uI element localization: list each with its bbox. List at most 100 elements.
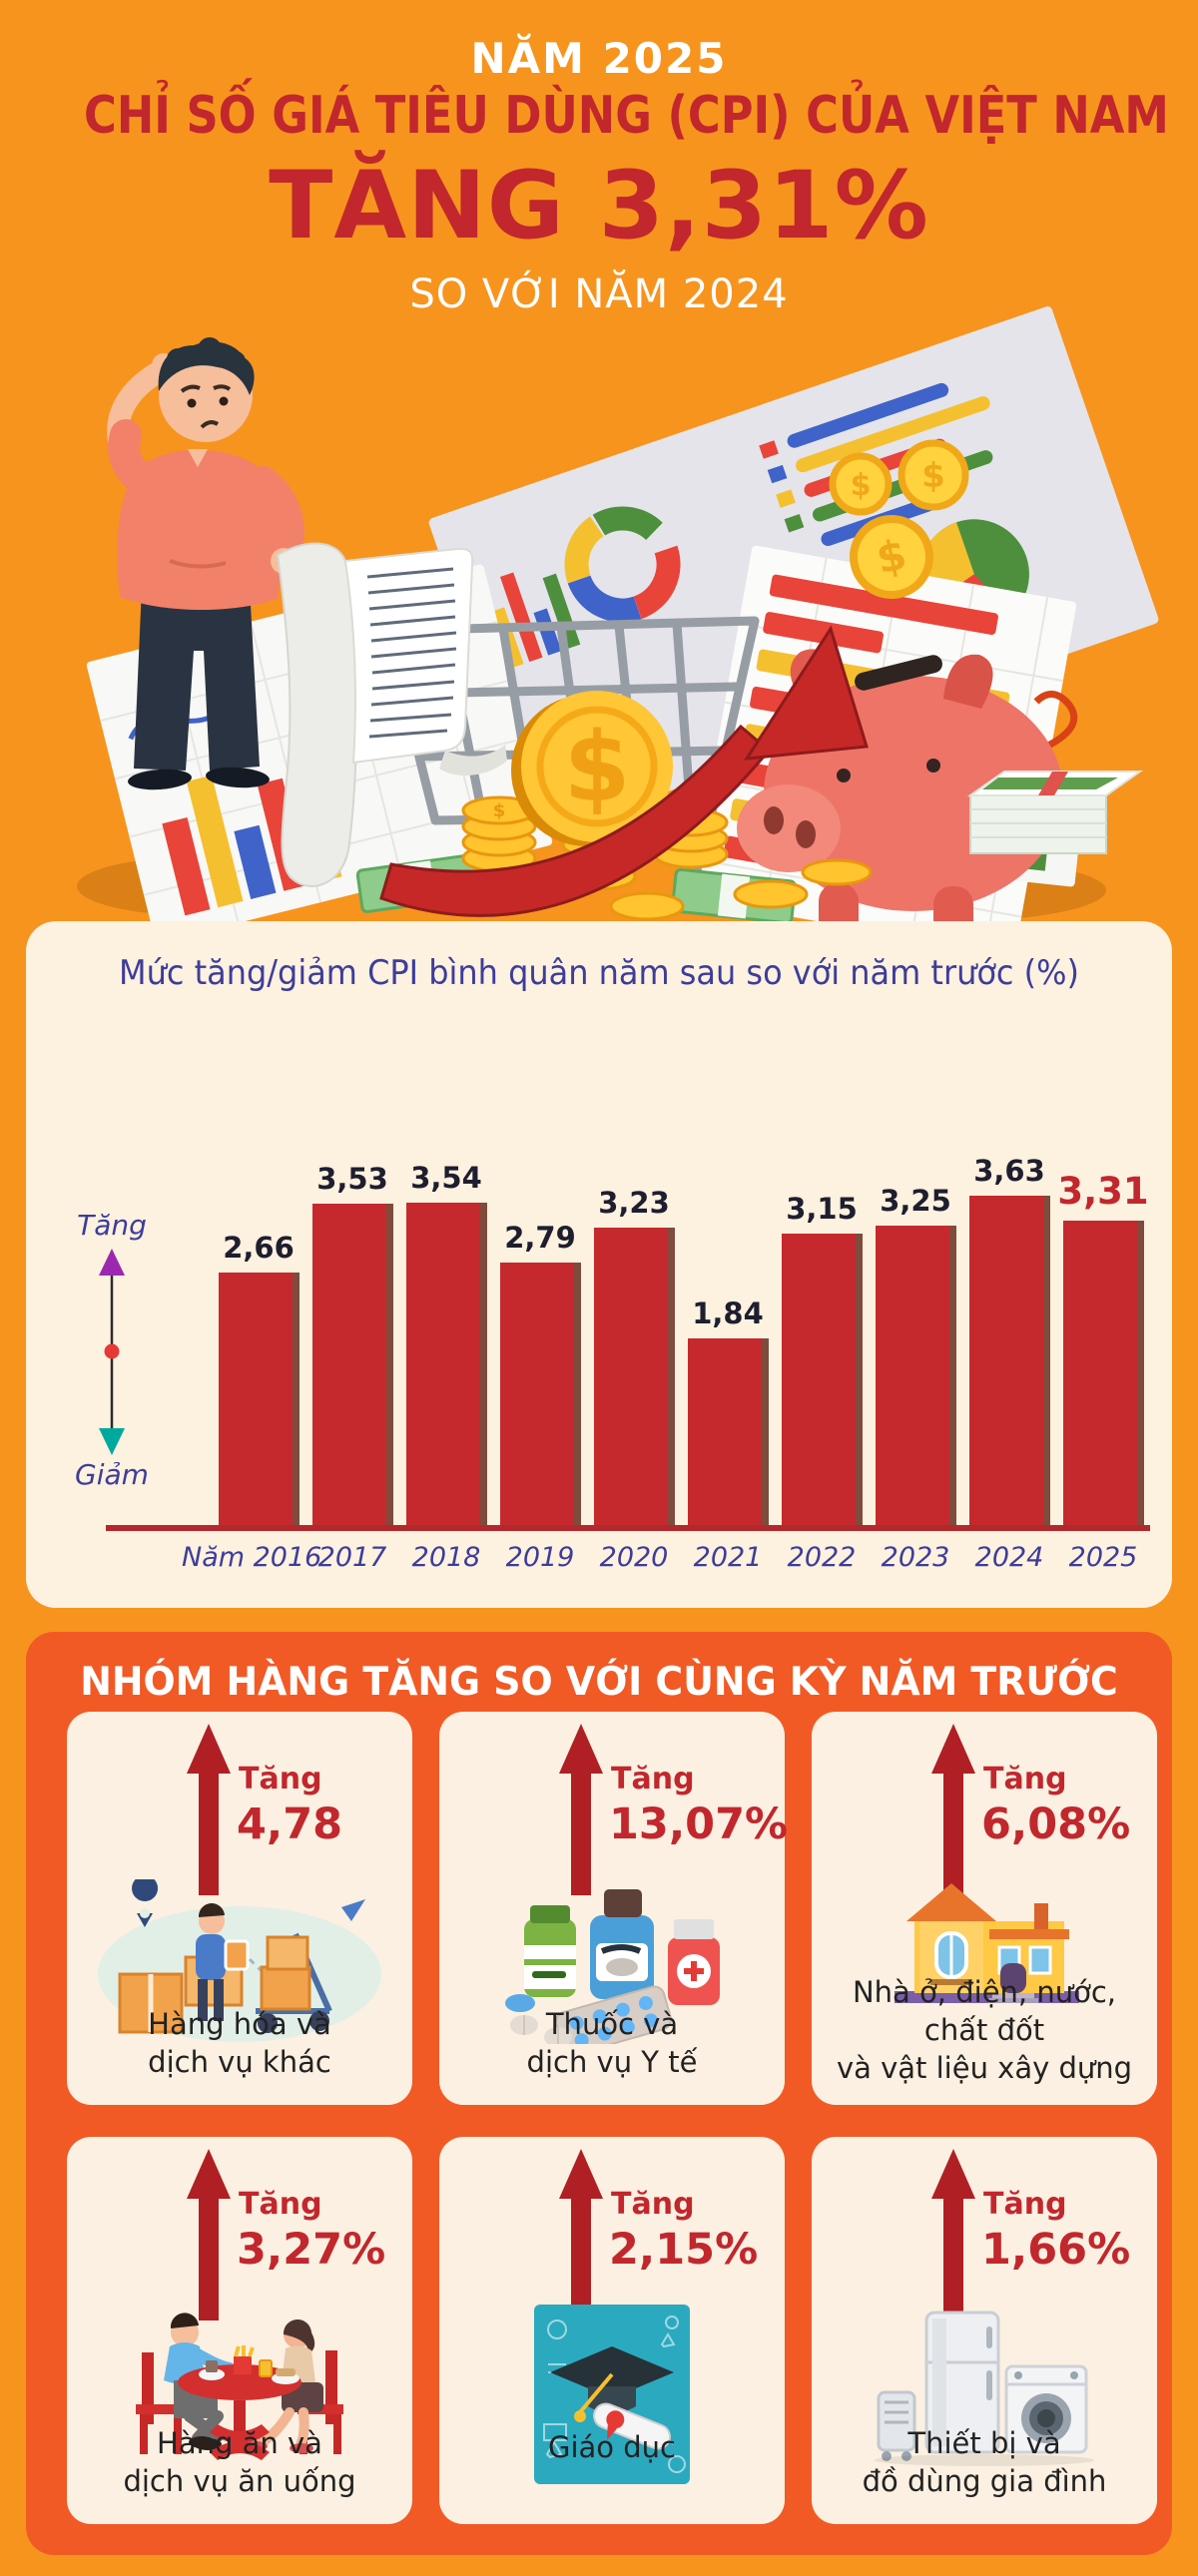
bar-value-label: 2,66: [223, 1231, 295, 1265]
chart-title: Mức tăng/giảm CPI bình quân năm sau so v…: [119, 953, 1079, 993]
x-axis-label: 2025: [1068, 1542, 1138, 1573]
bar-2025: 3,31: [1056, 1170, 1150, 1525]
x-axis-label: 2023: [881, 1542, 950, 1573]
x-axis-labels: Năm 2016 2017 2018 2019 2020 2021 2022 2023 2024…: [182, 1542, 1150, 1573]
up-arrow-icon: [187, 2149, 231, 2320]
bar-2019: 2,79: [493, 1221, 587, 1525]
increase-word: Tăng: [611, 2187, 695, 2222]
card-caption: Giáo dục: [548, 2430, 676, 2464]
cpi-chart-panel: Mức tăng/giảm CPI bình quân năm sau so v…: [26, 921, 1172, 1608]
bar: [405, 1203, 487, 1525]
bar-2021: 1,84: [681, 1296, 775, 1525]
up-arrow-icon: [931, 2149, 975, 2320]
headline-value: TĂNG 3,31%: [269, 152, 929, 260]
bar: [499, 1263, 581, 1525]
card-caption: Thuốc và dịch vụ Y tế: [526, 2007, 698, 2079]
card-education: Tăng 2,15% Giáo: [439, 2137, 785, 2524]
increase-value: 4,78: [237, 1800, 343, 1849]
section-title: NHÓM HÀNG TĂNG SO VỚI CÙNG KỲ NĂM TRƯỚC: [80, 1660, 1118, 1705]
x-axis-label: 2019: [505, 1542, 575, 1573]
x-axis-label: 2024: [974, 1542, 1044, 1573]
rising-arrow-icon: [379, 625, 869, 917]
bar-chart: 2,66 3,53 3,54 2,79 3,23 1,84 3,15 3,25 3,63 3,31: [212, 921, 1150, 1525]
bar-2018: 3,54: [399, 1161, 493, 1525]
svg-text:$: $: [493, 800, 506, 821]
x-axis-label: 2017: [317, 1542, 387, 1573]
header-year: NĂM 2025: [470, 34, 728, 83]
bar-value-label: 3,53: [316, 1162, 388, 1196]
x-axis-label: 2021: [693, 1542, 763, 1573]
card-housing: Tăng 6,08% Nhà ở, điện, nước, chất đốt v…: [812, 1712, 1157, 2105]
increase-value: 6,08%: [981, 1800, 1131, 1849]
x-axis-label: 2018: [411, 1542, 481, 1573]
bar: [687, 1338, 769, 1525]
card-caption: Thiết bị và đồ dùng gia đình: [862, 2426, 1107, 2498]
bar: [1062, 1221, 1144, 1525]
increase-word: Tăng: [611, 1762, 695, 1797]
card-appliances: Tăng 1,66% Thiết bị và đồ dùng gia đình: [812, 2137, 1157, 2524]
bar-value-label: 2,79: [504, 1221, 576, 1255]
card-caption: Hàng ăn và dịch vụ ăn uống: [123, 2426, 356, 2498]
medicine-icon: [505, 1889, 720, 2044]
increase-value: 2,15%: [609, 2225, 759, 2275]
money-stack-icon: [966, 771, 1144, 854]
bar-Năm-2016: 2,66: [212, 1231, 305, 1525]
legend-increase-label: Tăng: [77, 1209, 147, 1242]
bar-value-label: 3,63: [973, 1154, 1045, 1188]
bar-2017: 3,53: [305, 1162, 399, 1525]
increase-word: Tăng: [983, 2187, 1067, 2222]
x-axis-label: Năm 2016: [182, 1542, 322, 1573]
card-goods-services: Tăng 4,78 Hàng hóa và: [67, 1712, 412, 2105]
bar: [593, 1228, 675, 1525]
bar-value-label: 3,31: [1057, 1170, 1149, 1213]
bar-value-label: 1,84: [692, 1296, 764, 1330]
goods-delivery-icon: [98, 1879, 381, 2042]
bar-value-label: 3,15: [786, 1192, 858, 1226]
appliances-icon: [875, 2311, 1094, 2466]
card-caption: Hàng hóa và dịch vụ khác: [148, 2007, 331, 2079]
increase-value: 13,07%: [609, 1800, 789, 1849]
bar: [311, 1204, 393, 1525]
svg-text:$: $: [921, 456, 945, 496]
hero-illustration: $ $ $: [77, 306, 1159, 921]
x-axis-label: 2020: [599, 1542, 669, 1573]
bar-value-label: 3,25: [880, 1184, 951, 1218]
up-arrow-icon: [559, 2149, 603, 2320]
svg-text:$: $: [851, 468, 872, 503]
card-caption: Nhà ở, điện, nước, chất đốt và vật liệu …: [836, 1975, 1133, 2085]
bar: [218, 1273, 300, 1525]
bar-value-label: 3,54: [410, 1161, 482, 1195]
legend-decrease-label: Giảm: [75, 1458, 149, 1491]
bar: [968, 1196, 1050, 1525]
bar: [875, 1226, 956, 1525]
up-arrow-icon: [931, 1724, 975, 1895]
increase-value: 1,66%: [981, 2225, 1131, 2275]
increase-word: Tăng: [983, 1762, 1067, 1797]
bar-2024: 3,63: [962, 1154, 1056, 1525]
up-arrow-icon: [559, 1724, 603, 1895]
increase-word: Tăng: [239, 2187, 322, 2222]
receipt-icon: [276, 542, 507, 887]
bar-2022: 3,15: [775, 1192, 869, 1525]
increase-value: 3,27%: [237, 2225, 386, 2275]
dining-icon: [136, 2313, 343, 2460]
education-icon: [534, 2305, 690, 2484]
falling-coins-icon: $ $ $: [829, 439, 969, 599]
bar-2020: 3,23: [587, 1186, 681, 1525]
worried-man-icon: [107, 337, 507, 887]
x-axis-label: 2022: [787, 1542, 857, 1573]
bar: [781, 1234, 863, 1525]
up-arrow-icon: [187, 1724, 231, 1895]
header-subtitle: SO VỚI NĂM 2024: [409, 271, 789, 317]
chart-baseline: [106, 1525, 1150, 1531]
house-icon: [895, 1883, 1079, 2003]
increase-groups-panel: NHÓM HÀNG TĂNG SO VỚI CÙNG KỲ NĂM TRƯỚC …: [26, 1632, 1172, 2555]
bar-2023: 3,25: [869, 1184, 962, 1525]
svg-text:$: $: [564, 712, 631, 823]
bar-value-label: 3,23: [598, 1186, 670, 1220]
dollar-coin-icon: $: [511, 691, 673, 846]
increase-decrease-arrow-icon: [99, 1249, 125, 1455]
increase-word: Tăng: [239, 1762, 322, 1797]
card-medicine: Tăng 13,07%: [439, 1712, 789, 2105]
